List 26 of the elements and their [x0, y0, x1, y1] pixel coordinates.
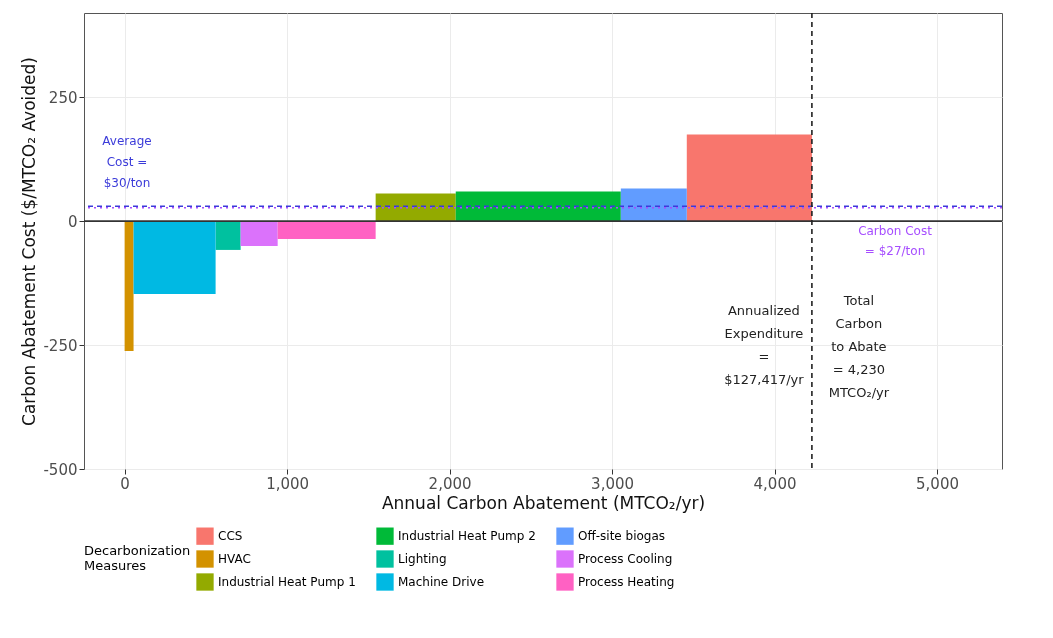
x-axis-title: Annual Carbon Abatement (MTCO₂/yr)	[381, 492, 706, 513]
y-tick-label: -250	[43, 336, 78, 355]
legend-label: Industrial Heat Pump 2	[398, 529, 536, 544]
x-tick-label: 0	[120, 474, 130, 493]
x-tick-label: 5,000	[916, 474, 959, 493]
x-tick-label: 1,000	[266, 474, 310, 493]
ref-line-label: Total Carbon to Abate = 4,230 MTCO₂/yr	[828, 293, 890, 400]
y-tick-label: -500	[43, 460, 78, 479]
annotation: Annualized Expenditure = $127,417/yr	[724, 303, 805, 387]
y-axis-title: Carbon Abatement Cost ($/MTCO₂ Avoided)	[19, 57, 40, 426]
x-tick-label: 2,000	[428, 474, 472, 493]
y-tick-label: 250	[48, 88, 78, 107]
x-tick-label: 4,000	[753, 474, 797, 493]
legend-label: Process Heating	[578, 575, 675, 589]
ref-line-label: Average Cost = $30/ton	[102, 134, 152, 191]
legend-label: Lighting	[398, 552, 447, 566]
legend-label: Industrial Heat Pump 1	[218, 575, 356, 589]
legend-label: HVAC	[218, 552, 251, 566]
legend-label: Process Cooling	[578, 552, 673, 566]
legend-label: Machine Drive	[398, 575, 485, 589]
legend-label: CCS	[218, 529, 243, 544]
legend-title: Decarbonization Measures	[84, 543, 191, 573]
ref-line-label: Carbon Cost = $27/ton	[858, 223, 933, 258]
legend-label: Off-site biogas	[578, 529, 666, 544]
x-tick-label: 3,000	[591, 474, 635, 493]
y-tick-label: 0	[67, 212, 78, 231]
